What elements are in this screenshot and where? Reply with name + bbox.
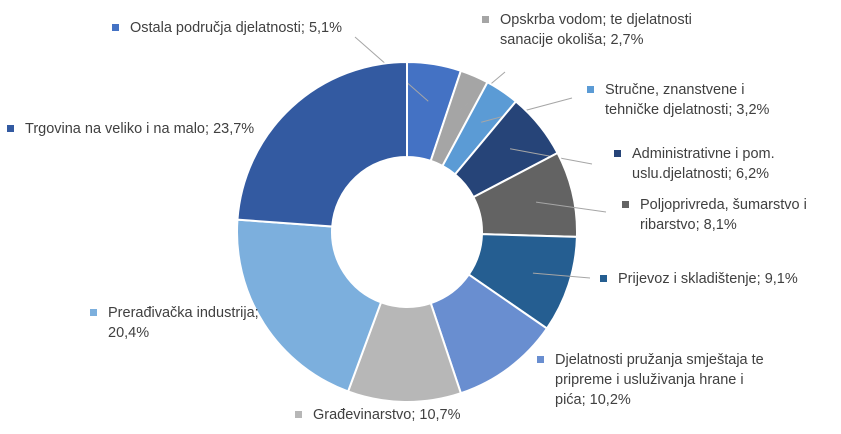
donut-slice bbox=[236, 60, 408, 228]
leader-line bbox=[532, 272, 591, 279]
value-label: 6,2% bbox=[735, 166, 770, 182]
leader-line bbox=[536, 201, 607, 213]
value-label: 9,1% bbox=[764, 271, 798, 287]
category-label: Administrativne i pom. uslu.djelatnosti; bbox=[632, 146, 775, 182]
category-label: Trgovina na veliko i na malo; bbox=[25, 121, 210, 137]
legend-marker bbox=[587, 86, 594, 93]
slice-label: Djelatnosti pružanja smještaja te pripre… bbox=[537, 350, 772, 410]
legend-marker bbox=[600, 275, 607, 282]
category-label: Ostala područja djelatnosti; bbox=[130, 20, 305, 36]
value-label: 2,7% bbox=[610, 32, 644, 48]
legend-marker bbox=[622, 201, 629, 208]
legend-marker bbox=[295, 411, 302, 418]
slice-label: Stručne, znanstvene i tehničke djelatnos… bbox=[587, 80, 797, 120]
donut-slice bbox=[236, 218, 383, 393]
slice-label: Administrativne i pom. uslu.djelatnosti;… bbox=[614, 144, 804, 184]
legend-marker bbox=[7, 125, 14, 132]
category-label: Poljoprivreda, šumarstvo i ribarstvo; bbox=[640, 197, 807, 233]
value-label: 23,7% bbox=[213, 121, 255, 137]
slice-label: Prerađivačka industrija; 20,4% bbox=[90, 303, 260, 343]
value-label: 10,7% bbox=[419, 407, 461, 423]
category-label: Djelatnosti pružanja smještaja te pripre… bbox=[555, 352, 764, 408]
category-label: Prerađivačka industrija; bbox=[108, 305, 259, 321]
value-label: 20,4% bbox=[108, 325, 150, 341]
legend-marker bbox=[614, 150, 621, 157]
slice-label: Ostala područja djelatnosti; 5,1% bbox=[112, 18, 357, 38]
slice-label: Trgovina na veliko i na malo; 23,7% bbox=[7, 119, 272, 139]
value-label: 10,2% bbox=[589, 392, 631, 408]
legend-marker bbox=[537, 356, 544, 363]
slice-label: Prijevoz i skladištenje; 9,1% bbox=[600, 269, 840, 289]
legend-marker bbox=[90, 309, 97, 316]
value-label: 8,1% bbox=[703, 217, 737, 233]
slice-label: Opskrba vodom; te djelatnosti sanacije o… bbox=[482, 10, 707, 50]
category-label: Opskrba vodom; te djelatnosti sanacije o… bbox=[500, 12, 692, 48]
category-label: Građevinarstvo; bbox=[313, 407, 416, 423]
value-label: 5,1% bbox=[308, 20, 342, 36]
category-label: Stručne, znanstvene i tehničke djelatnos… bbox=[605, 82, 745, 118]
category-label: Prijevoz i skladištenje; bbox=[618, 271, 761, 287]
legend-marker bbox=[112, 24, 119, 31]
slice-label: Građevinarstvo; 10,7% bbox=[295, 405, 525, 425]
value-label: 3,2% bbox=[736, 102, 770, 118]
slice-label: Poljoprivreda, šumarstvo i ribarstvo; 8,… bbox=[622, 195, 841, 235]
legend-marker bbox=[482, 16, 489, 23]
